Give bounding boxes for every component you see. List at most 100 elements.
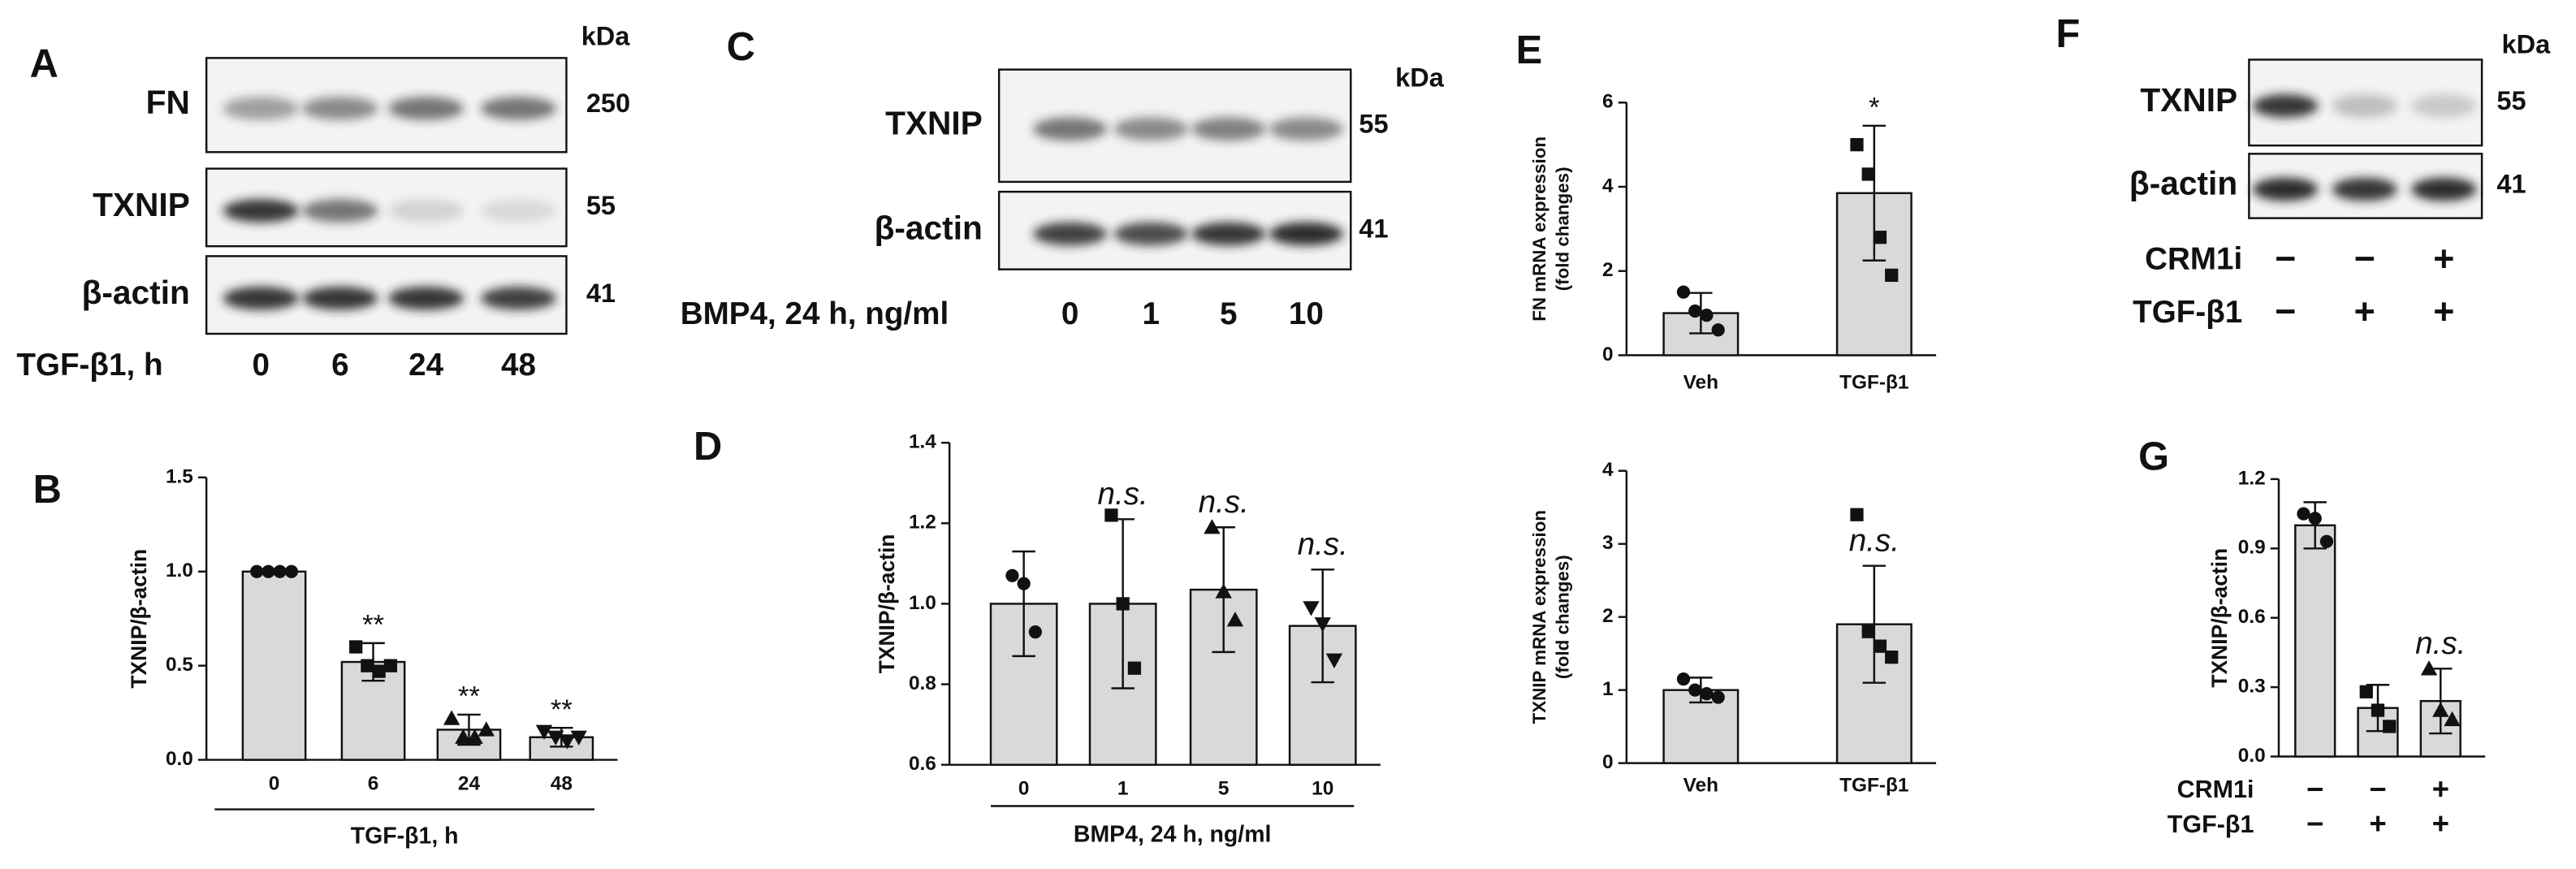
data-point (2297, 507, 2310, 521)
condition-label: TGF-β1 (2133, 295, 2242, 330)
y-axis-label: TXNIP/β-actin (127, 549, 151, 689)
y-tick-label: 1.4 (909, 431, 936, 453)
data-point (1303, 601, 1320, 616)
data-point (1017, 577, 1031, 590)
x-tick-label: TGF-β1 (1839, 775, 1908, 797)
data-point (1873, 231, 1887, 244)
band (2332, 177, 2397, 201)
data-point (1700, 687, 1714, 701)
protein-label: TXNIP (93, 186, 190, 223)
band (2252, 94, 2319, 118)
data-point (1688, 683, 1702, 697)
condition-sign: + (2369, 807, 2386, 841)
condition-sign: + (2433, 239, 2454, 279)
kda-header: kDa (1395, 63, 1445, 92)
protein-label: TXNIP (2140, 81, 2237, 119)
y-tick-label: 1.0 (909, 592, 936, 614)
data-point (1711, 690, 1725, 704)
condition-label: CRM1i (2145, 242, 2242, 277)
band (223, 199, 299, 223)
band (2411, 94, 2477, 118)
data-point (273, 564, 287, 578)
y-tick-label: 0.5 (166, 654, 193, 676)
lane-label: BMP4, 24 h, ng/ml (681, 296, 949, 331)
condition-sign: − (2369, 772, 2386, 806)
data-point (535, 724, 553, 740)
condition-sign: + (2354, 292, 2375, 331)
data-point (1314, 617, 1331, 633)
panel-letter: G (2138, 434, 2169, 478)
condition-sign: − (2275, 239, 2296, 279)
kda-value: 55 (1359, 109, 1388, 138)
band (480, 287, 557, 310)
condition-sign: + (2432, 772, 2449, 806)
y-axis-label: TXNIP/β-actin (875, 534, 899, 674)
y-tick-label: 0.6 (2238, 606, 2266, 628)
significance-label: n.s. (2415, 626, 2466, 661)
lane-value: 48 (501, 348, 536, 383)
protein-label: β-actin (82, 274, 190, 311)
band (2252, 177, 2319, 201)
band (1269, 117, 1343, 141)
band (1033, 117, 1108, 141)
band (1113, 117, 1188, 141)
data-point (383, 659, 398, 672)
y-tick-label: 1.2 (2238, 467, 2266, 489)
y-tick-label: 2 (1602, 605, 1614, 627)
band (302, 199, 378, 223)
lane-value: 10 (1289, 296, 1324, 331)
band (2411, 177, 2477, 201)
significance-label: ** (362, 610, 384, 641)
band (388, 97, 465, 120)
band (480, 97, 557, 120)
band (388, 199, 465, 223)
data-point (1204, 519, 1221, 534)
data-point (1861, 625, 1875, 638)
data-point (2383, 720, 2397, 733)
x-axis-label: BMP4, 24 h, ng/ml (1074, 822, 1271, 848)
y-tick-label: 0.8 (909, 672, 936, 694)
data-point (1325, 653, 1343, 668)
data-point (1850, 138, 1864, 152)
condition-label: TGF-β1 (2168, 811, 2254, 838)
kda-value: 250 (586, 89, 630, 118)
x-tick-label: 48 (551, 773, 573, 795)
y-axis-label: TXNIP/β-actin (2207, 548, 2232, 688)
x-tick-label: TGF-β1 (1839, 371, 1908, 393)
significance-label: n.s. (1298, 527, 1348, 562)
lane-value: 1 (1142, 296, 1159, 331)
panel-letter: C (727, 25, 755, 69)
data-point (2444, 711, 2461, 727)
band (1191, 222, 1266, 246)
data-point (2319, 534, 2334, 548)
kda-value: 55 (586, 191, 616, 220)
x-tick-label: 0 (269, 773, 280, 795)
significance-label: n.s. (1849, 523, 1900, 558)
y-tick-label: 1.2 (909, 512, 936, 534)
lane-label: TGF-β1, h (16, 348, 162, 383)
y-tick-label: 0.0 (2238, 745, 2266, 767)
panel-letter: F (2056, 12, 2081, 56)
band (302, 97, 378, 120)
y-tick-label: 0 (1602, 344, 1614, 365)
data-point (2420, 660, 2438, 676)
data-point (1127, 661, 1142, 675)
band (1033, 222, 1108, 246)
significance-label: n.s. (1098, 477, 1148, 512)
y-axis-label: (fold changes) (1552, 555, 1572, 679)
data-point (1116, 597, 1130, 611)
x-tick-label: 5 (1218, 778, 1230, 800)
data-point (1711, 323, 1725, 337)
x-tick-label: 6 (368, 773, 379, 795)
band (2332, 94, 2397, 118)
data-point (2359, 685, 2373, 698)
y-axis-label: TXNIP mRNA expression (1529, 510, 1549, 724)
y-tick-label: 0.0 (166, 748, 193, 770)
significance-label: * (1869, 93, 1879, 123)
y-tick-label: 6 (1602, 91, 1614, 113)
data-point (1885, 268, 1899, 283)
condition-sign: − (2306, 772, 2323, 806)
data-point (250, 564, 264, 578)
kda-value: 41 (1359, 214, 1388, 243)
significance-label: ** (458, 681, 480, 712)
